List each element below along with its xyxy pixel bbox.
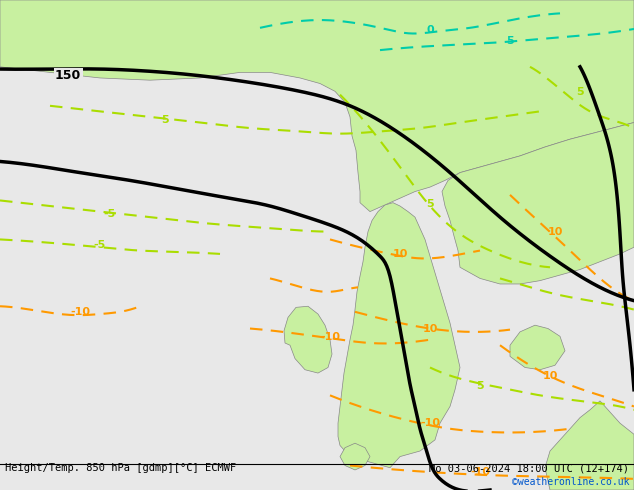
Text: Height/Temp. 850 hPa [gdmp][°C] ECMWF: Height/Temp. 850 hPa [gdmp][°C] ECMWF — [5, 464, 236, 473]
Text: 10: 10 — [542, 371, 558, 381]
Text: -10: -10 — [470, 467, 490, 477]
Text: 5: 5 — [161, 115, 169, 125]
Text: 10: 10 — [547, 227, 563, 237]
Text: 5: 5 — [476, 381, 484, 392]
Text: -5: -5 — [104, 209, 116, 219]
Text: 5: 5 — [426, 199, 434, 209]
Text: 10: 10 — [392, 249, 408, 259]
Text: 10: 10 — [422, 323, 437, 334]
Text: 0: 0 — [426, 25, 434, 35]
Polygon shape — [0, 0, 634, 212]
Polygon shape — [284, 306, 332, 373]
Text: -10: -10 — [320, 332, 340, 343]
Text: -10: -10 — [70, 307, 90, 317]
Polygon shape — [338, 203, 460, 468]
Polygon shape — [340, 443, 370, 470]
Text: 150: 150 — [55, 69, 81, 82]
Text: -5: -5 — [94, 240, 106, 250]
Text: 5: 5 — [576, 87, 584, 98]
Polygon shape — [510, 325, 565, 370]
Polygon shape — [545, 401, 634, 490]
Text: -10: -10 — [420, 418, 440, 428]
Text: Mo 03-06-2024 18:00 UTC (12+174): Mo 03-06-2024 18:00 UTC (12+174) — [429, 464, 629, 473]
Polygon shape — [442, 122, 634, 284]
Text: 5: 5 — [506, 36, 514, 46]
Text: ©weatheronline.co.uk: ©weatheronline.co.uk — [512, 477, 629, 487]
